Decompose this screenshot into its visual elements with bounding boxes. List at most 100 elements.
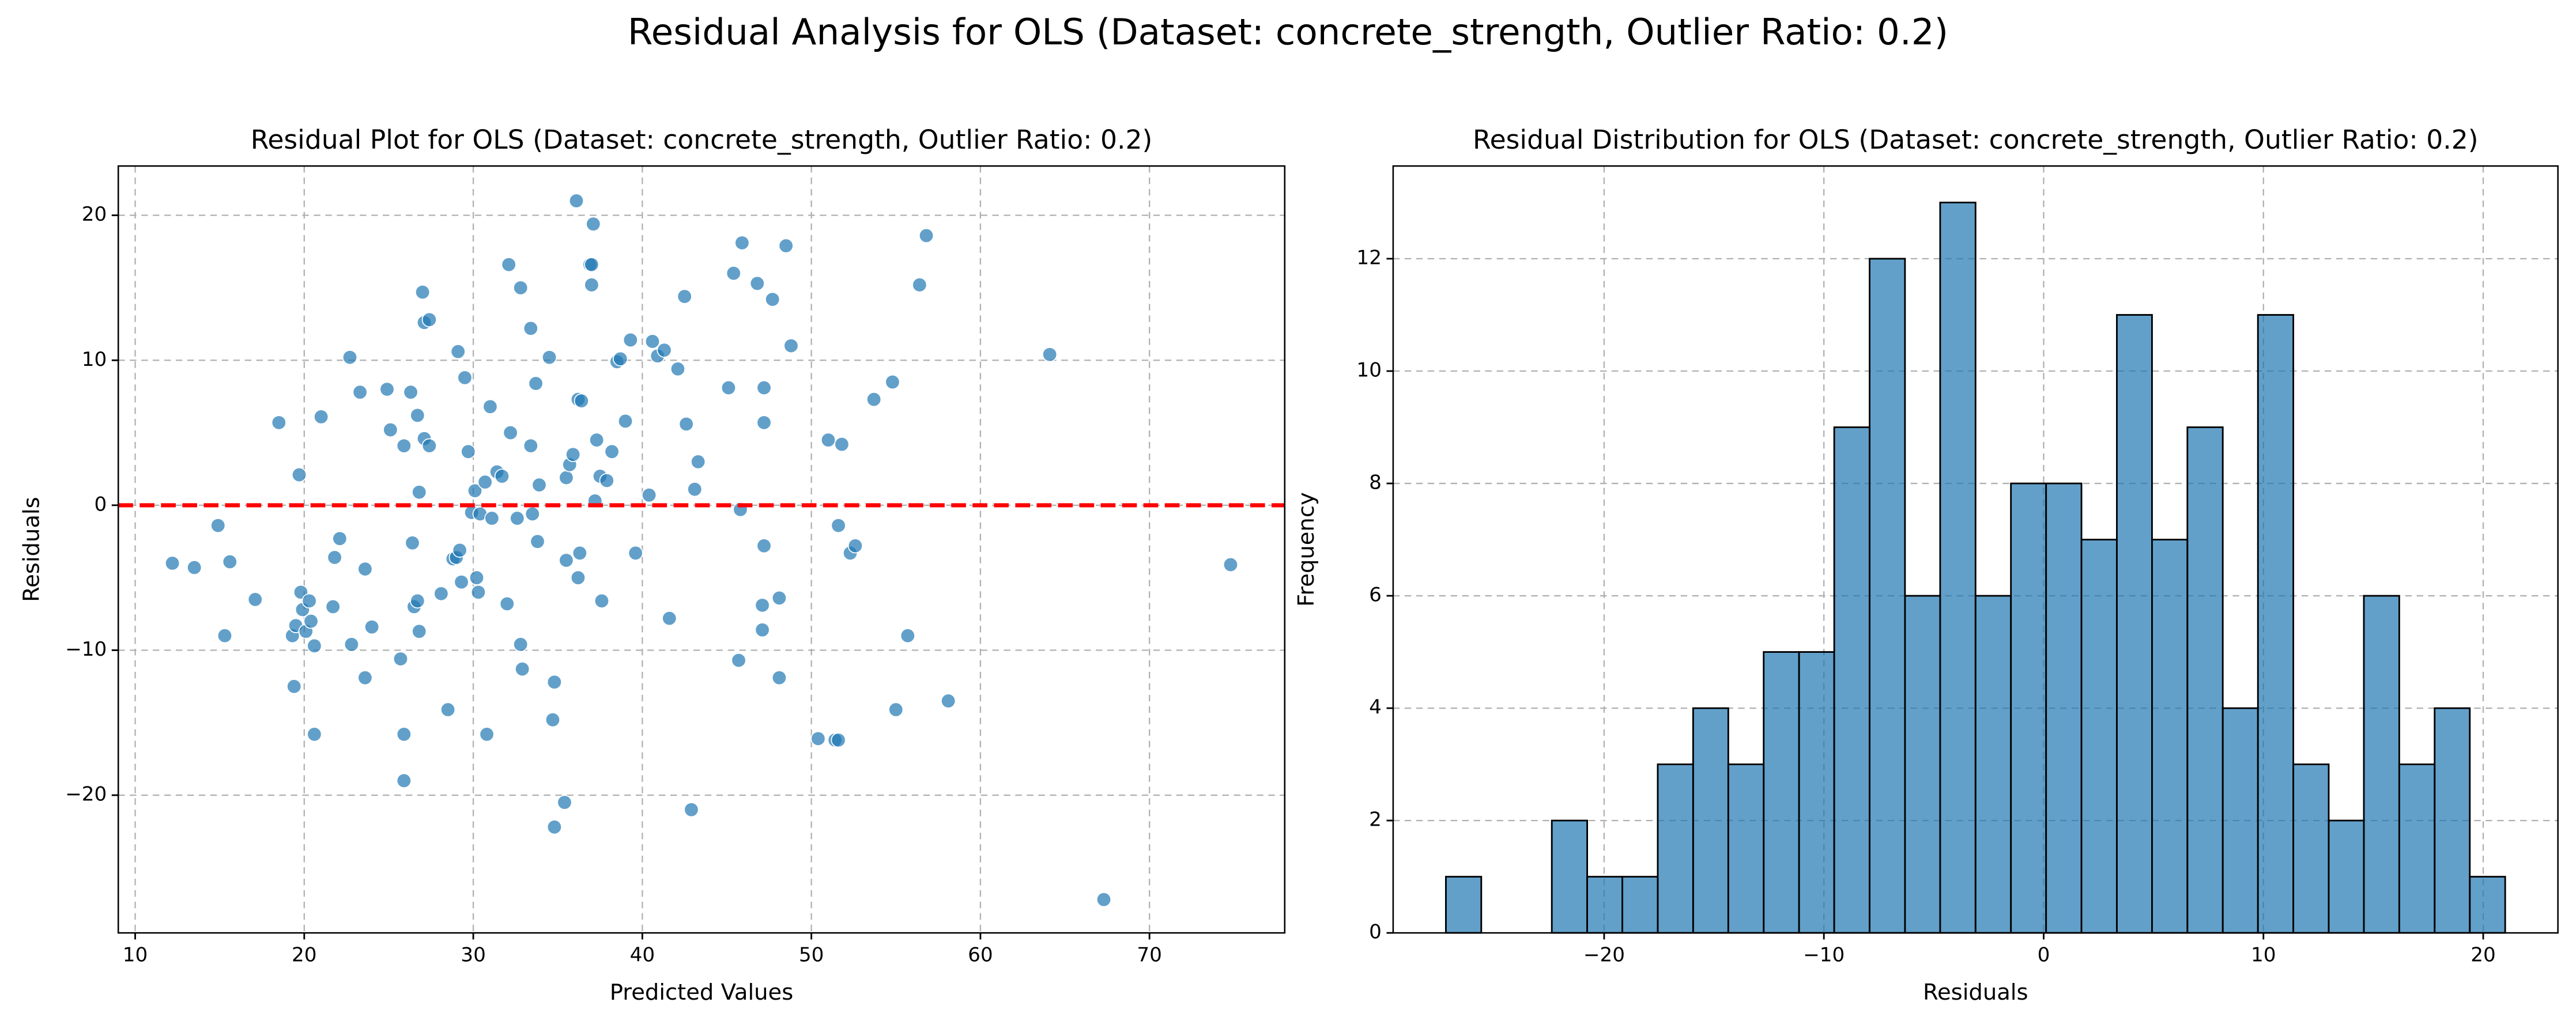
point	[918, 228, 934, 244]
bar	[2116, 314, 2153, 934]
point	[570, 570, 586, 585]
point	[546, 674, 562, 690]
point	[755, 622, 770, 638]
point	[678, 416, 694, 432]
point	[900, 628, 915, 644]
point	[513, 637, 529, 652]
point	[756, 415, 772, 430]
point	[734, 235, 750, 251]
point	[912, 277, 927, 293]
y-axis-label: Frequency	[1293, 492, 1319, 607]
point	[831, 732, 846, 748]
point	[557, 795, 572, 810]
point	[586, 216, 601, 232]
bar	[2257, 314, 2295, 934]
point	[412, 485, 427, 500]
point	[684, 802, 699, 818]
bar	[1763, 651, 1800, 934]
point	[755, 597, 770, 613]
point	[421, 438, 437, 453]
point	[410, 407, 425, 423]
bar	[2186, 426, 2224, 934]
point	[574, 393, 589, 409]
y-tick-label: 0	[94, 493, 107, 516]
bar	[2010, 482, 2047, 934]
point	[510, 510, 525, 526]
point	[383, 422, 398, 438]
y-tick-label: 4	[1369, 696, 1382, 719]
bar	[2398, 763, 2436, 934]
point	[834, 437, 850, 452]
point	[352, 384, 368, 400]
point	[286, 679, 302, 694]
point	[888, 702, 904, 717]
point	[765, 292, 780, 307]
point	[810, 731, 826, 747]
bar	[1974, 595, 2012, 934]
point	[187, 559, 202, 576]
point	[691, 454, 706, 470]
point	[164, 555, 180, 571]
bar	[2469, 876, 2506, 934]
y-tick-label: 20	[82, 203, 107, 226]
plot: 10 20 30 40 50 60 70 −20 −10 0 10 20 Residual Plot f…	[19, 124, 1286, 1005]
point	[303, 614, 319, 629]
point	[332, 531, 348, 546]
point	[530, 534, 545, 549]
point	[721, 380, 737, 396]
bar	[2292, 763, 2330, 934]
bar	[1621, 876, 1659, 934]
point	[513, 280, 529, 296]
y-tick-label: 2	[1369, 808, 1382, 831]
point	[528, 376, 544, 391]
point	[941, 693, 956, 709]
point	[559, 470, 574, 486]
point	[599, 473, 614, 489]
bar	[1692, 707, 1729, 934]
x-tick-label: 70	[1137, 944, 1162, 967]
point	[584, 277, 599, 293]
x-tick-label: 20	[2471, 944, 2496, 967]
point	[210, 518, 226, 534]
point	[589, 432, 605, 448]
y-tick-label: −10	[65, 638, 107, 661]
bar	[1551, 819, 1588, 934]
point	[414, 284, 431, 300]
point	[307, 727, 322, 742]
point	[469, 570, 485, 585]
point	[726, 266, 741, 281]
bar	[1586, 876, 1623, 934]
point	[662, 611, 677, 626]
y-tick-label: −20	[65, 783, 107, 806]
y-tick-label: 8	[1369, 471, 1382, 494]
point	[1096, 892, 1112, 907]
point	[623, 332, 638, 348]
point	[217, 628, 233, 644]
point	[503, 425, 518, 441]
x-tick-label: 60	[968, 944, 993, 967]
bar	[2045, 482, 2083, 934]
bar	[2222, 707, 2259, 934]
point	[783, 338, 799, 354]
point	[357, 670, 373, 686]
point	[477, 474, 493, 490]
point	[617, 413, 633, 429]
bar	[1904, 595, 1941, 934]
point	[412, 623, 427, 639]
point	[301, 593, 317, 609]
x-axis-label: Predicted Values	[610, 979, 794, 1005]
point	[613, 351, 628, 366]
point	[559, 553, 574, 568]
point	[756, 380, 772, 396]
point	[403, 384, 418, 400]
point	[847, 538, 863, 554]
bar	[2328, 819, 2365, 934]
point	[756, 538, 772, 554]
point	[247, 592, 263, 607]
point	[421, 312, 437, 327]
point	[771, 590, 787, 606]
point	[499, 596, 515, 612]
chart-title: Residual Plot for OLS (Dataset: concrete…	[251, 124, 1153, 155]
point	[831, 518, 846, 534]
